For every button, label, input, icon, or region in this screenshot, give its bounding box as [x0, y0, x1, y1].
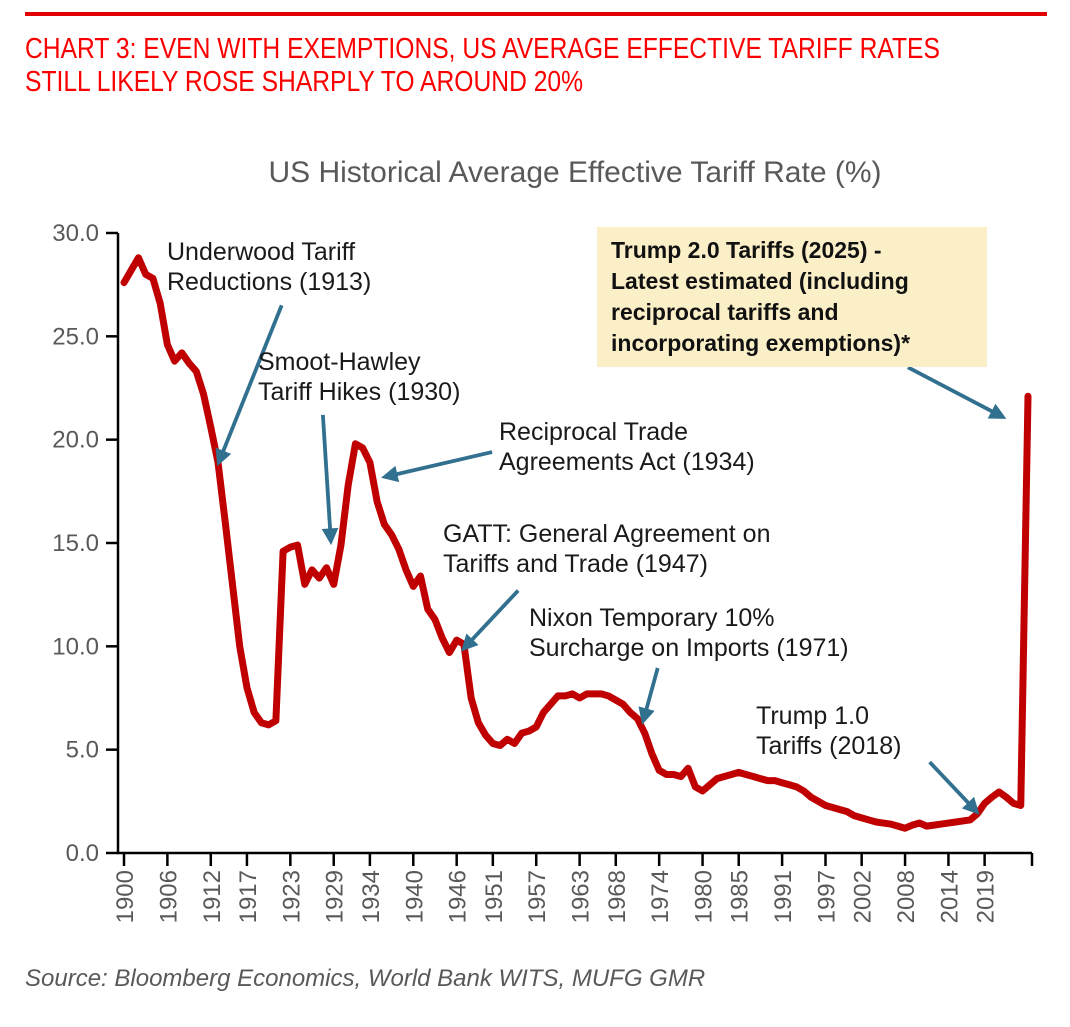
- source-credit: Source: Bloomberg Economics, World Bank …: [25, 965, 706, 992]
- x-tick-label: 1957: [524, 870, 551, 923]
- annotation-smoot-hawley: Smoot-Hawley Tariff Hikes (1930): [258, 348, 461, 406]
- y-tick-label: 5.0: [66, 737, 99, 764]
- annotation-arrow-smoot-hawley: [320, 414, 339, 546]
- annotation-underwood-tariff: Underwood Tariff Reductions (1913): [167, 238, 372, 296]
- x-tick-label: 2008: [893, 870, 920, 923]
- annotation-nixon-surcharge: Nixon Temporary 10% Surcharge on Imports…: [529, 604, 849, 662]
- y-tick-label: 15.0: [52, 530, 99, 557]
- x-tick-label: 1923: [278, 870, 305, 923]
- annotation-arrow-nixon: [638, 667, 660, 725]
- x-tick-label: 1912: [199, 870, 226, 923]
- y-tick-label: 30.0: [52, 220, 99, 247]
- y-tick-label: 10.0: [52, 633, 99, 660]
- annotation-arrow-gatt: [461, 589, 520, 652]
- x-tick-label: 1963: [568, 870, 595, 923]
- chart-title: US Historical Average Effective Tariff R…: [268, 156, 882, 189]
- x-tick-label: 1906: [155, 870, 182, 923]
- chart-heading: CHART 3: EVEN WITH EXEMPTIONS, US AVERAG…: [25, 33, 1070, 99]
- x-tick-label: 1991: [770, 870, 797, 923]
- annotation-arrow-reciprocal-trade: [381, 450, 493, 483]
- annotation-arrow-trump-2: [907, 365, 1007, 419]
- y-tick-label: 0.0: [66, 840, 99, 867]
- annotation-trump-2-callout-box: Trump 2.0 Tariffs (2025) - Latest estima…: [597, 227, 987, 367]
- tariff-rate-line: [120, 254, 1032, 832]
- x-tick-label: 1900: [112, 870, 139, 923]
- x-tick-label: 1917: [235, 870, 262, 923]
- y-tick-label: 25.0: [52, 323, 99, 350]
- chart-heading-line2: STILL LIKELY ROSE SHARPLY TO AROUND 20%: [25, 66, 584, 98]
- x-tick-label: 1940: [401, 870, 428, 923]
- y-tick-label: 20.0: [52, 427, 99, 454]
- x-tick-label: 2019: [973, 870, 1000, 923]
- x-tick-label: 1946: [445, 870, 472, 923]
- annotation-gatt: GATT: General Agreement on Tariffs and T…: [443, 520, 771, 578]
- x-tick-label: 1997: [814, 870, 841, 923]
- x-tick-label: 1951: [481, 870, 508, 923]
- annotation-arrow-trump-1: [928, 760, 980, 815]
- x-tick-label: 1985: [727, 870, 754, 923]
- annotation-reciprocal-trade: Reciprocal Trade Agreements Act (1934): [499, 418, 755, 476]
- x-tick-label: 1980: [691, 870, 718, 923]
- x-tick-label: 1929: [322, 870, 349, 923]
- annotation-trump-1-tariffs: Trump 1.0 Tariffs (2018): [756, 702, 902, 760]
- x-tick-label: 1974: [647, 870, 674, 923]
- chart-heading-line1: CHART 3: EVEN WITH EXEMPTIONS, US AVERAG…: [25, 33, 940, 65]
- x-tick-label: 1968: [604, 870, 631, 923]
- annotation-arrow-underwood: [215, 304, 284, 467]
- x-tick-label: 2014: [936, 870, 963, 923]
- top-divider-rule: [25, 12, 1047, 16]
- x-tick-label: 2002: [850, 870, 877, 923]
- x-tick-label: 1934: [358, 870, 385, 923]
